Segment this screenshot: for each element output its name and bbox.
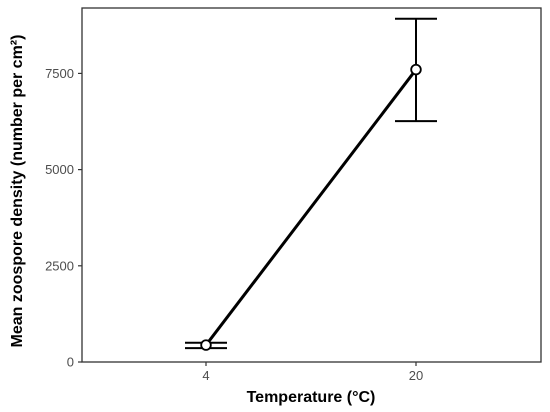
plot-area (185, 17, 437, 351)
plot-frame (81, 7, 542, 363)
data-point-0-1 (410, 63, 422, 76)
y-tick-label-1: 2500 (45, 258, 74, 273)
data-point-0-0 (200, 339, 212, 351)
x-tick-label-1: 20 (409, 368, 423, 383)
x-axis-title: Temperature (°C) (247, 389, 376, 406)
y-axis-title: Mean zoospore density (number per cm²) (9, 35, 26, 348)
y-tick-label-0: 0 (67, 355, 74, 370)
x-tick-label-0: 4 (202, 368, 209, 383)
y-tick-label-2: 5000 (45, 162, 74, 177)
axes: 0 2500 5000 7500 4 20 (45, 7, 542, 383)
series-line-0 (204, 68, 418, 346)
y-tick-label-3: 7500 (45, 66, 74, 81)
